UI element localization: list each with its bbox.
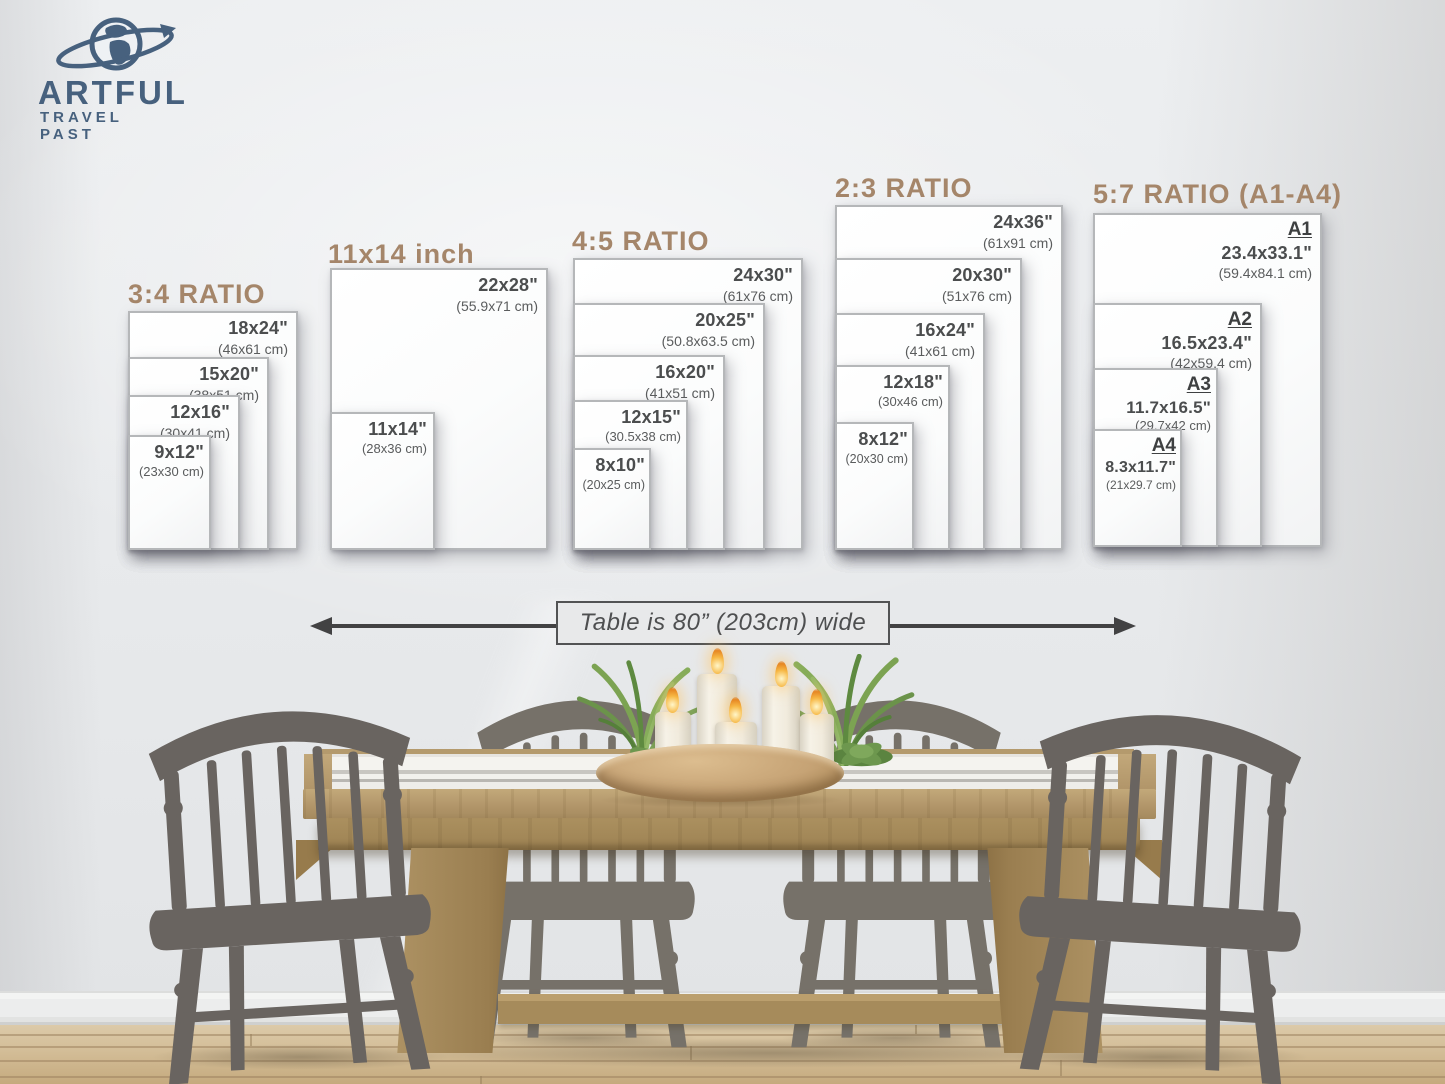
- size-group-3-4-ratio: 3:4 RATIO 18x24" (46x61 cm) 15x20" (38x5…: [128, 279, 303, 553]
- poster-size-inches: 24x30": [733, 265, 793, 285]
- poster-size-inches: 23.4x33.1": [1221, 242, 1312, 263]
- floor-plank-line: [0, 1076, 1445, 1078]
- poster-size-cm: (61x91 cm): [982, 234, 1053, 251]
- group-title: 3:4 RATIO: [128, 279, 266, 309]
- chair-shadow: [780, 1028, 1010, 1048]
- poster-size-cm: (28x36 cm): [361, 440, 427, 456]
- poster-size-cm: (51x76 cm): [941, 287, 1012, 304]
- chair-shadow: [468, 1028, 698, 1048]
- poster-size-inches: 16x20": [655, 362, 715, 382]
- arrow-right-icon: [1114, 617, 1136, 635]
- poster-a4: A4 8.3x11.7" (21x29.7 cm): [1093, 429, 1182, 547]
- group-title: 4:5 RATIO: [572, 226, 710, 256]
- arrow-left-icon: [310, 617, 332, 635]
- floor-plank-joint: [690, 1046, 692, 1060]
- poster-size-cm: (41x61 cm): [904, 342, 975, 359]
- floor-plank-joint: [915, 1025, 917, 1034]
- poster-size-inches: 20x25": [695, 310, 755, 330]
- paper-size-label: A1: [1287, 219, 1312, 240]
- candle-flame-icon: [775, 661, 788, 687]
- floor-plank-joint: [1060, 1060, 1062, 1076]
- poster-9x12: 9x12" (23x30 cm): [128, 435, 211, 550]
- poster-size-inches: 8x12": [858, 429, 908, 449]
- paper-size-label: A4: [1151, 435, 1176, 456]
- poster-size-cm: (30x46 cm): [877, 393, 943, 409]
- poster-size-inches: 8x10": [595, 455, 645, 475]
- poster-size-inches: 8.3x11.7": [1105, 458, 1176, 476]
- size-group-4-5-ratio: 4:5 RATIO 24x30" (61x76 cm) 20x25" (50.8…: [572, 226, 804, 550]
- poster-size-inches: 24x36": [993, 212, 1053, 232]
- group-title: 5:7 RATIO (A1-A4): [1093, 179, 1343, 209]
- poster-size-cm: (20x25 cm): [582, 477, 645, 492]
- poster-size-cm: (50.8x63.5 cm): [661, 332, 755, 349]
- poster-size-cm: (59.4x84.1 cm): [1218, 265, 1312, 282]
- poster-size-cm: (42x59.4 cm): [1170, 355, 1252, 372]
- poster-size-cm: (55.9x71 cm): [456, 297, 538, 314]
- poster-size-inches: 12x18": [883, 372, 943, 392]
- poster-size-inches: 16x24": [915, 320, 975, 340]
- candle-flame-icon: [711, 648, 724, 674]
- brand-subtitle: TRAVEL PAST: [40, 109, 123, 143]
- size-group-2-3-ratio: 2:3 RATIO 24x36" (61x91 cm) 20x30" (51x7…: [835, 173, 1065, 550]
- group-title: 11x14 inch: [328, 239, 475, 269]
- candle-flame-icon: [810, 689, 823, 715]
- table-width-note-text: Table is 80” (203cm) wide: [579, 609, 867, 636]
- table-apron: [318, 818, 1140, 850]
- poster-8x10: 8x10" (20x25 cm): [573, 448, 651, 550]
- floor-plank-joint: [480, 1076, 482, 1084]
- paper-size-label: A3: [1186, 374, 1211, 395]
- floor-plank-joint: [250, 1034, 252, 1046]
- poster-size-inches: 22x28": [478, 275, 538, 295]
- poster-size-cm: (46x61 cm): [217, 340, 288, 357]
- succulent-right: [830, 742, 893, 767]
- poster-11x14: 11x14" (28x36 cm): [330, 412, 435, 550]
- poster-size-cm: (61x76 cm): [722, 287, 793, 304]
- size-group-5-7-ratio: 5:7 RATIO (A1-A4) A1 23.4x33.1" (59.4x84…: [1093, 179, 1341, 547]
- candle-flame-icon: [729, 697, 742, 723]
- poster-size-inches: 12x15": [621, 407, 681, 427]
- group-title: 2:3 RATIO: [835, 173, 973, 203]
- candle-flame-icon: [666, 687, 679, 713]
- table-stretcher: [498, 994, 1004, 1024]
- floor-plank-line: [0, 1060, 1445, 1062]
- poster-size-inches: 9x12": [154, 442, 204, 462]
- poster-size-inches: 20x30": [952, 265, 1012, 285]
- poster-size-inches: 12x16": [170, 402, 230, 422]
- globe-orbit-icon: [56, 17, 176, 71]
- poster-size-cm: (20x30 cm): [845, 451, 908, 466]
- centerpiece-bowl: [596, 744, 844, 802]
- size-group-11x14: 11x14 inch 22x28" (55.9x71 cm) 11x14" (2…: [328, 239, 550, 550]
- chair-front-right: [1000, 685, 1323, 1084]
- poster-size-inches: 11x14": [368, 419, 427, 439]
- poster-size-cm: (21x29.7 cm): [1105, 477, 1176, 492]
- floor-plank-line: [0, 1046, 1445, 1048]
- poster-size-inches: 16.5x23.4": [1161, 332, 1252, 353]
- paper-size-label: A2: [1227, 309, 1252, 330]
- chair-front-left: [126, 681, 449, 1084]
- table-width-note: Table is 80” (203cm) wide: [556, 601, 890, 645]
- floor-plank-line: [0, 1034, 1445, 1036]
- poster-8x12: 8x12" (20x30 cm): [835, 422, 914, 550]
- poster-size-cm: (23x30 cm): [138, 463, 204, 479]
- poster-size-inches: 11.7x16.5": [1126, 397, 1211, 417]
- poster-size-cm: (41x51 cm): [644, 384, 715, 401]
- poster-size-inches: 15x20": [199, 364, 259, 384]
- poster-size-cm: (30.5x38 cm): [605, 428, 681, 444]
- brand-name: ARTFUL: [38, 74, 188, 111]
- poster-size-inches: 18x24": [228, 318, 288, 338]
